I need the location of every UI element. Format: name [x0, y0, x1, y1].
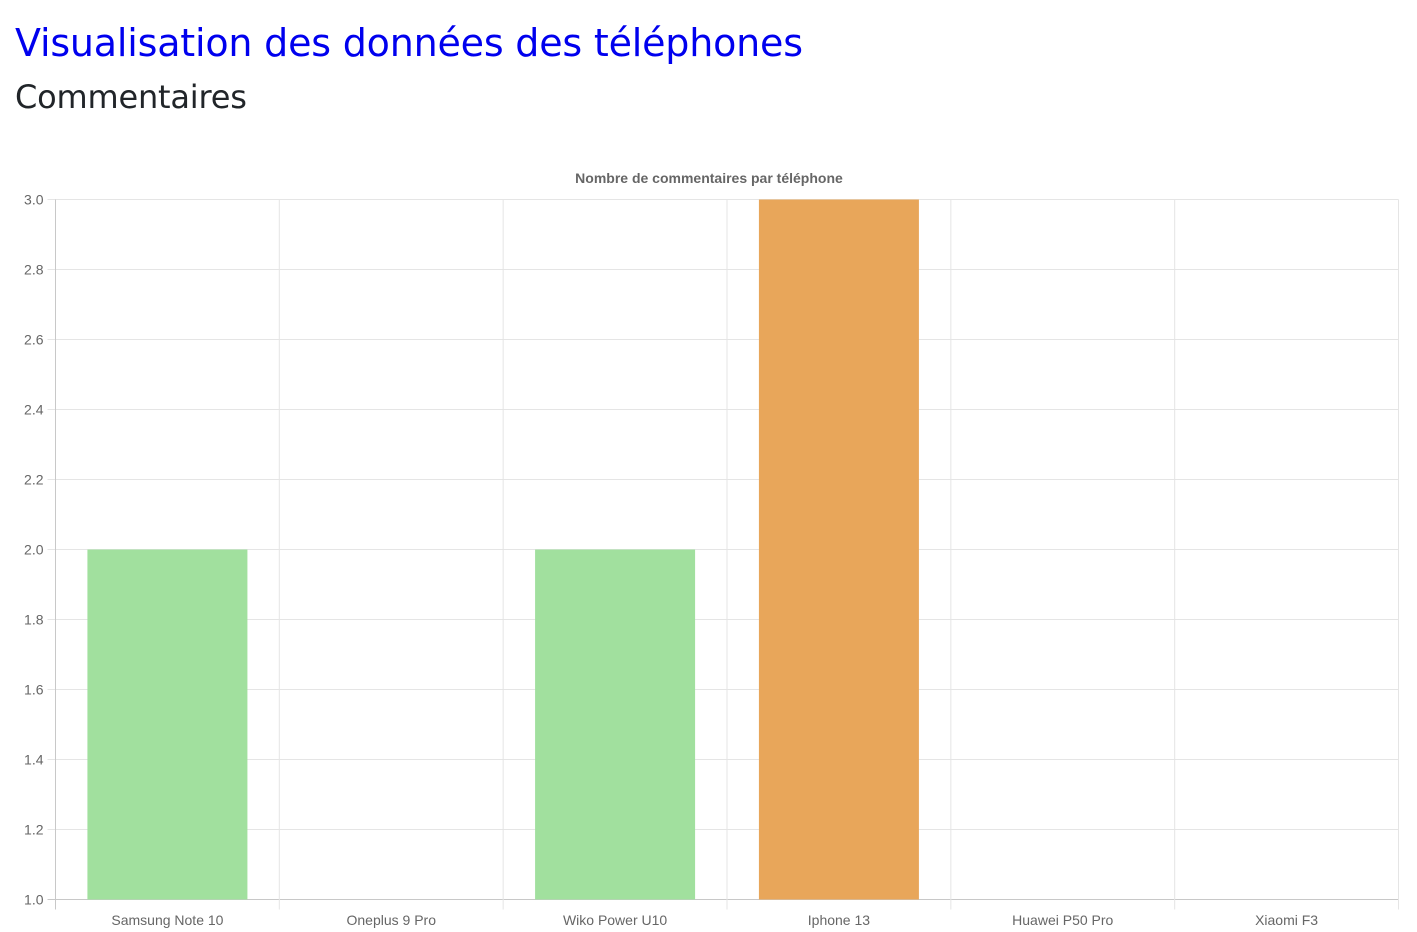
y-tick-label: 2.2 — [24, 472, 44, 488]
y-tick-label: 1.6 — [24, 682, 44, 698]
y-tick-label: 1.2 — [24, 822, 44, 838]
y-tick-label: 2.4 — [24, 402, 44, 418]
y-tick-label: 1.4 — [24, 752, 44, 768]
chart-bars — [87, 199, 919, 900]
x-axis-ticks: Samsung Note 10 Oneplus 9 Pro Wiko Power U… — [111, 912, 1318, 928]
x-tick-label: Oneplus 9 Pro — [347, 912, 437, 928]
section-title: Commentaires — [15, 78, 247, 116]
chart-title: Nombre de commentaires par téléphone — [575, 170, 843, 186]
x-tick-label: Xiaomi F3 — [1255, 912, 1318, 928]
page-title: Visualisation des données des téléphones — [15, 21, 803, 65]
x-tick-label: Iphone 13 — [808, 912, 870, 928]
y-tick-label: 3.0 — [24, 192, 44, 208]
y-tick-label: 1.8 — [24, 612, 44, 628]
y-tick-label: 2.6 — [24, 332, 44, 348]
x-tick-label: Huawei P50 Pro — [1012, 912, 1113, 928]
bar[interactable] — [758, 199, 919, 900]
x-tick-label: Samsung Note 10 — [111, 912, 223, 928]
bar[interactable] — [87, 549, 248, 900]
y-tick-label: 2.0 — [24, 542, 44, 558]
x-tick-label: Wiko Power U10 — [563, 912, 667, 928]
bar[interactable] — [535, 549, 696, 900]
y-axis-ticks: 1.0 1.2 1.4 1.6 1.8 2.0 2.2 2.4 2.6 2.8 3.0 — [24, 192, 44, 908]
y-tick-label: 2.8 — [24, 262, 44, 278]
y-tick-label: 1.0 — [24, 892, 44, 908]
chart-grid — [47, 199, 1399, 910]
